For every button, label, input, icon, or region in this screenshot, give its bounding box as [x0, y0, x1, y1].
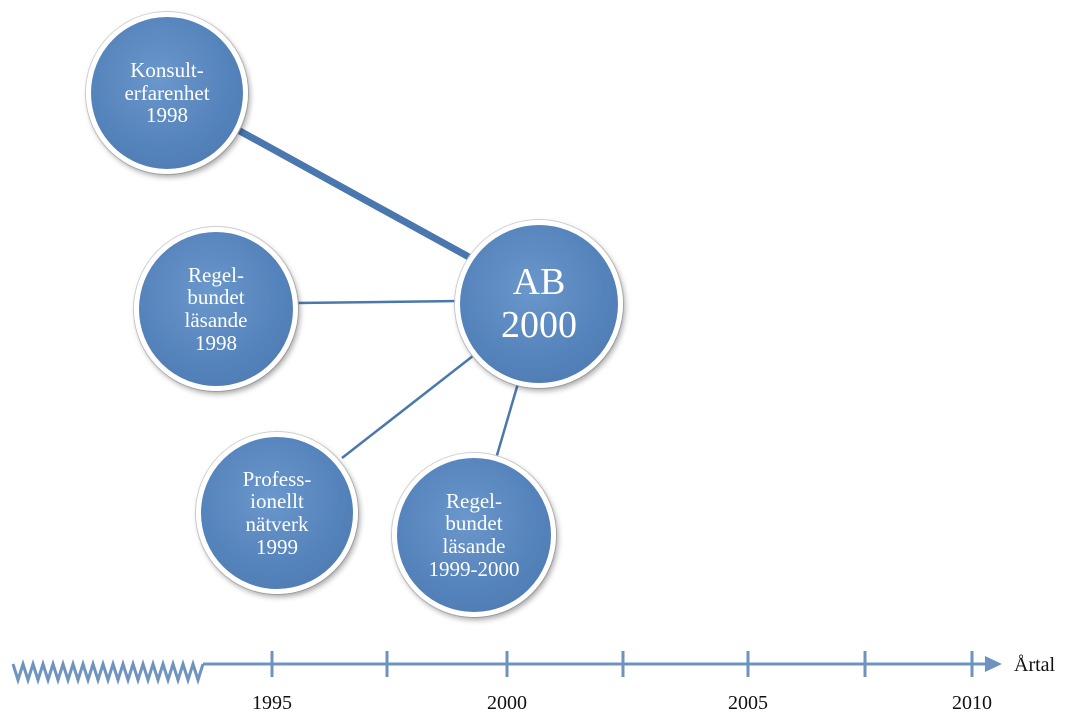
node-regelbundet-lasande-1999-2000: Regel- bundet läsande 1999-2000: [392, 453, 556, 617]
axis-arrow-icon: [985, 656, 1002, 672]
tick-label-2000: 2000: [487, 692, 527, 714]
node-konsulterfarenhet: Konsult- erfarenhet 1998: [86, 12, 248, 174]
connector-regel-1998: [295, 299, 461, 305]
tick-label-2005: 2005: [728, 692, 768, 714]
connector-natverk: [341, 351, 479, 459]
tick-label-1995: 1995: [252, 692, 292, 714]
node-professionellt-natverk: Profess- ionellt nätverk 1999: [196, 432, 358, 594]
connector-regel-1999: [493, 379, 521, 463]
node-regelbundet-lasande-1998: Regel- bundet läsande 1998: [134, 227, 298, 391]
axis-label: Årtal: [1014, 654, 1056, 676]
connector-konsult: [234, 126, 482, 266]
tick-label-2010: 2010: [952, 692, 992, 714]
axis-break-zigzag: [11, 658, 205, 686]
node-ab-2000: AB 2000: [455, 220, 623, 388]
